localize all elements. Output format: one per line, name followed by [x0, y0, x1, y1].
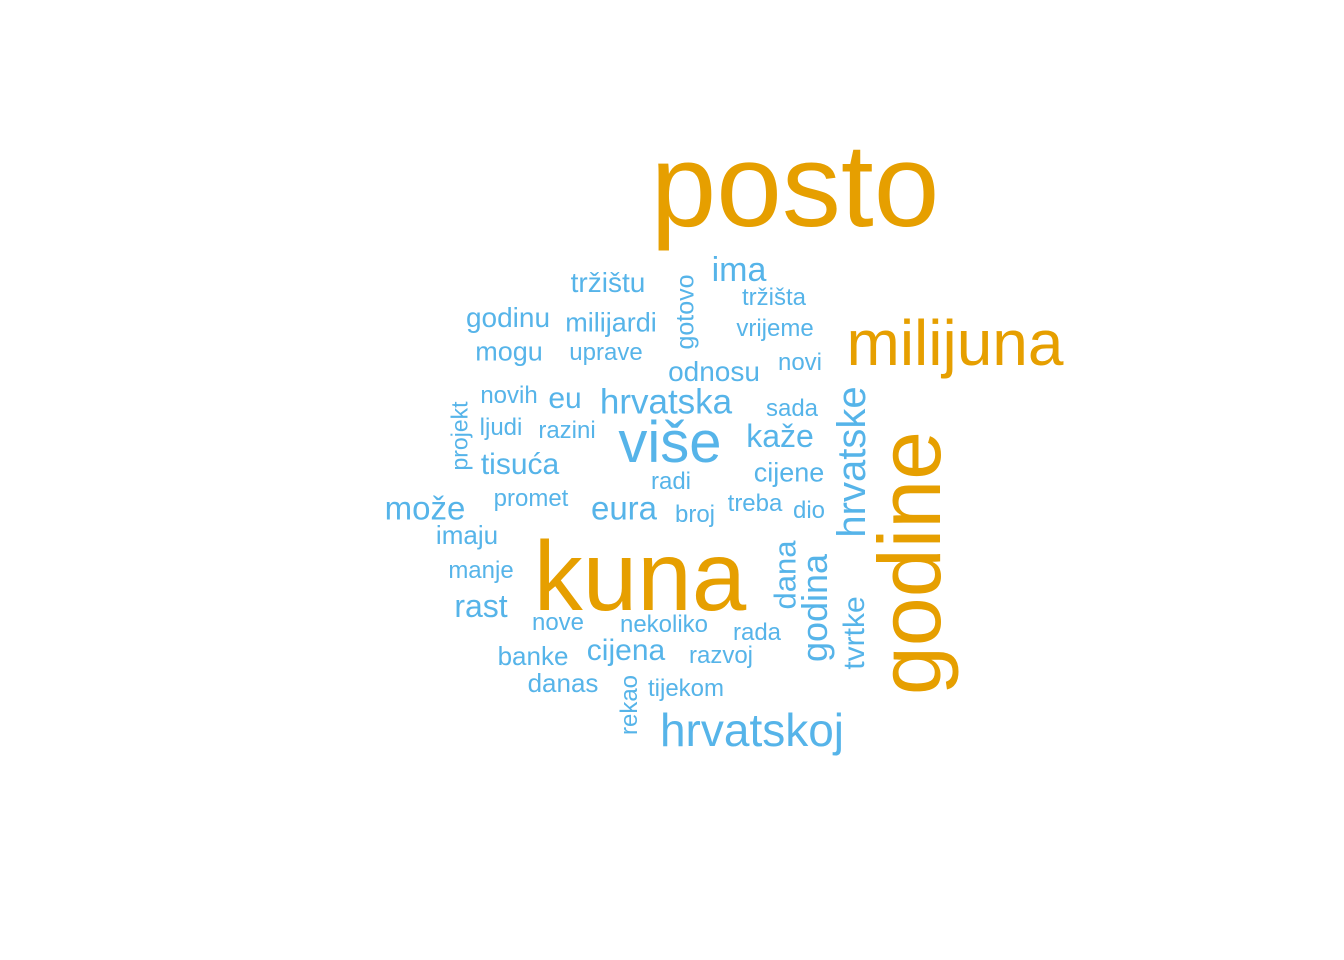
- word-39: broj: [674, 501, 716, 528]
- word-48: razvoj: [688, 642, 754, 669]
- word-3: milijuna: [846, 307, 1064, 379]
- word-25: gotovo: [671, 274, 700, 350]
- word-36: projekt: [446, 401, 473, 471]
- word-45: nove: [531, 609, 585, 636]
- word-14: rast: [454, 588, 508, 624]
- word-40: treba: [727, 490, 783, 517]
- word-31: tržišta: [741, 284, 807, 311]
- word-20: tržištu: [570, 267, 646, 298]
- word-24: cijene: [753, 457, 825, 488]
- word-23: eu: [548, 382, 582, 415]
- word-47: rada: [732, 619, 782, 646]
- word-5: hrvatskoj: [659, 704, 845, 756]
- word-18: tvrtke: [838, 596, 871, 670]
- word-19: godinu: [465, 302, 551, 333]
- word-32: uprave: [569, 339, 643, 366]
- word-9: ima: [711, 251, 767, 289]
- word-46: nekoliko: [619, 611, 709, 638]
- word-28: imaju: [435, 520, 499, 550]
- word-11: kaže: [746, 418, 814, 454]
- word-16: odnosu: [668, 356, 760, 387]
- word-44: manje: [448, 557, 514, 584]
- word-43: novi: [777, 349, 823, 376]
- word-30: vrijeme: [736, 315, 814, 342]
- word-6: hrvatske: [830, 386, 874, 538]
- word-49: tijekom: [647, 675, 725, 702]
- word-12: eura: [590, 489, 658, 527]
- word-22: mogu: [475, 336, 543, 367]
- word-1: kuna: [533, 521, 747, 631]
- word-29: rekao: [616, 674, 643, 736]
- word-26: danas: [527, 668, 599, 698]
- word-27: banke: [497, 641, 569, 671]
- word-41: dio: [792, 497, 826, 524]
- word-37: promet: [493, 485, 569, 512]
- word-10: može: [384, 489, 466, 527]
- word-17: dana: [767, 540, 803, 610]
- word-8: hrvatska: [599, 382, 733, 422]
- word-33: novih: [480, 382, 538, 409]
- word-4: više: [618, 410, 722, 475]
- word-21: milijardi: [565, 307, 657, 338]
- word-15: cijena: [586, 634, 666, 667]
- word-35: ljudi: [479, 414, 523, 441]
- word-38: radi: [650, 468, 692, 495]
- word-34: razini: [538, 417, 596, 444]
- word-13: tisuća: [480, 448, 560, 481]
- word-42: sada: [765, 395, 819, 422]
- word-2: godine: [860, 430, 959, 696]
- word-0: posto: [650, 120, 940, 252]
